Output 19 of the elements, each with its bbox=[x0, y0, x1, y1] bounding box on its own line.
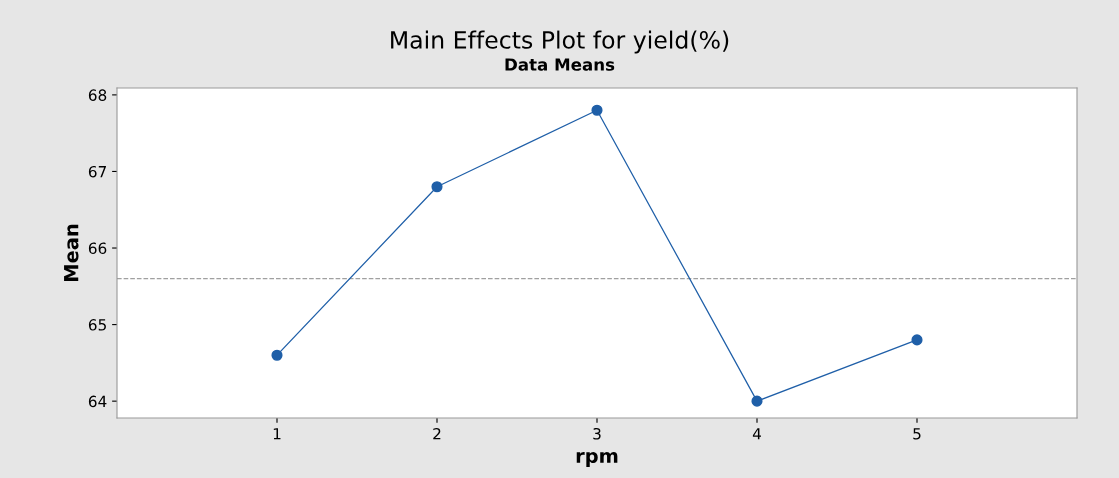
point bbox=[751, 395, 763, 407]
point bbox=[271, 349, 283, 361]
x-tick-label: 5 bbox=[913, 428, 921, 440]
point bbox=[431, 181, 443, 193]
y-axis-title: Mean bbox=[64, 224, 79, 281]
x-tick-label: 1 bbox=[273, 428, 281, 440]
x-tick-label: 3 bbox=[593, 427, 601, 440]
point bbox=[911, 334, 923, 346]
chart-title: Main Effects Plot for yield(%) bbox=[391, 30, 729, 54]
chart-subtitle: Data Means bbox=[505, 58, 615, 71]
y-tick-label: 64 bbox=[88, 395, 107, 408]
x-tick-label: 2 bbox=[433, 427, 441, 440]
x-tick-label: 4 bbox=[752, 428, 761, 440]
y-tick-label: 66 bbox=[88, 242, 107, 255]
y-tick-label: 65 bbox=[88, 319, 106, 331]
y-tick-label: 67 bbox=[88, 165, 106, 178]
x-axis-title: rpm bbox=[576, 451, 618, 467]
point bbox=[591, 104, 603, 116]
y-tick-label: 68 bbox=[88, 89, 107, 101]
